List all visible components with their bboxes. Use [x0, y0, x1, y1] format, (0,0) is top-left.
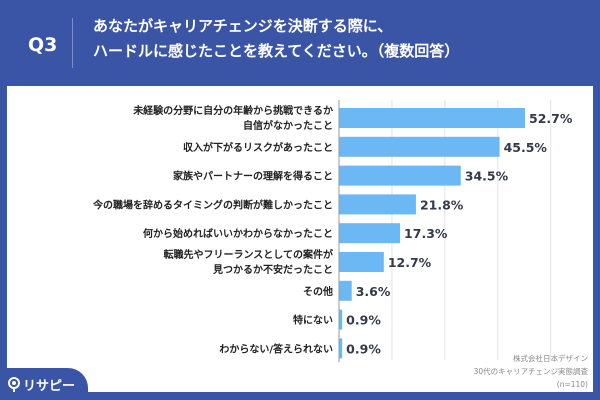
category-label: 収入が下がるリスクがあったこと — [183, 141, 333, 154]
source-note: 株式会社日本デザイン 30代のキャリアチェンジ実態調査 (n=110) — [474, 352, 588, 391]
data-label: 52.7% — [529, 111, 573, 126]
title-line-2: ハードルに感じたことを教えてください。（複数回答） — [93, 42, 460, 60]
source-company: 株式会社日本デザイン — [513, 354, 588, 363]
data-label: 45.5% — [504, 140, 548, 155]
bar — [339, 194, 416, 215]
source-survey: 30代のキャリアチェンジ実態調査 — [473, 367, 588, 376]
bar — [339, 309, 343, 330]
category-label: 特にない — [293, 314, 333, 327]
data-label: 34.5% — [465, 169, 509, 184]
category-label: その他 — [303, 285, 333, 298]
category-label: 家族やパートナーの理解を得ること — [173, 170, 333, 183]
question-number: Q3 — [28, 34, 58, 56]
bar — [339, 223, 401, 244]
category-label: 今の職場を辞めるタイミングの判断が難しかったこと — [92, 198, 333, 211]
category-label: 自信がなかったこと — [243, 119, 333, 132]
bar — [339, 165, 461, 186]
title-line-1: あなたがキャリアチェンジを決断する際に、 — [93, 17, 393, 35]
divider — [72, 18, 73, 68]
data-label: 3.6% — [356, 284, 391, 299]
bar — [339, 136, 500, 157]
data-label: 0.9% — [346, 313, 381, 328]
bar — [339, 280, 352, 301]
category-label: わからない/答えられない — [219, 342, 333, 355]
bar — [339, 252, 384, 272]
category-label: 何から始めればいいかわからなかったこと — [143, 227, 333, 240]
category-label: 未経験の分野に自分の年齢から挑戦できるか — [132, 104, 333, 117]
logo-text: リサピー — [23, 379, 76, 394]
category-label: 見つかるか不安だったこと — [212, 263, 333, 276]
data-label: 17.3% — [404, 226, 448, 241]
bar — [339, 108, 525, 128]
data-label: 21.8% — [420, 197, 464, 212]
category-label: 転職先やフリーランスとしての案件が — [164, 248, 334, 261]
logo: リサピー — [8, 375, 75, 394]
data-label: 0.9% — [346, 341, 381, 356]
map-pin-icon — [8, 376, 20, 392]
bar — [339, 338, 343, 359]
question-title: あなたがキャリアチェンジを決断する際に、 ハードルに感じたことを教えてください。… — [93, 14, 459, 64]
data-label: 12.7% — [388, 255, 432, 270]
sample-size: (n=110) — [556, 380, 588, 389]
